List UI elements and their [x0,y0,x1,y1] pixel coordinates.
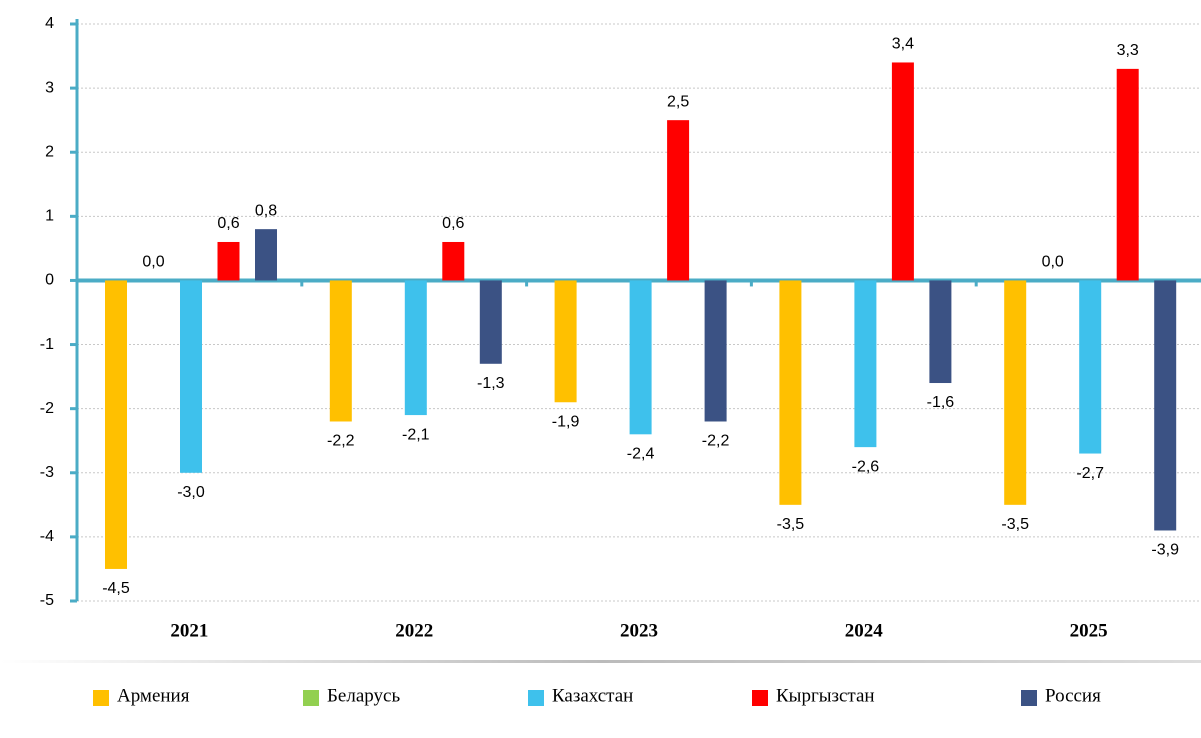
bar [1116,68,1139,281]
y-tick-label: 4 [45,15,54,32]
data-label: -4,5 [102,580,130,597]
data-label: -1,9 [552,413,580,430]
legend-swatch [1021,690,1037,706]
bar [779,280,802,505]
legend-label: Казахстан [552,685,633,706]
y-tick-label: 2 [45,143,54,160]
legend-swatch [752,690,768,706]
legend-label: Армения [117,685,190,706]
data-label: -2,2 [327,433,355,450]
y-tick-label: 3 [45,79,54,96]
bar [629,280,652,435]
y-tick-label: 1 [45,208,54,225]
data-label: 3,3 [1117,42,1139,59]
data-label: 0,0 [142,254,164,271]
y-tick-label: -1 [40,336,54,353]
bar [554,280,577,403]
data-label: 0,8 [255,202,277,219]
legend-swatch [303,690,319,706]
data-label: -1,6 [927,394,955,411]
data-label: -2,7 [1076,465,1104,482]
data-label: -3,9 [1151,542,1179,559]
bar [255,229,277,281]
bar [667,120,690,281]
y-tick-label: -4 [40,528,54,545]
y-tick-label: 0 [45,272,54,289]
data-label: -2,6 [852,458,880,475]
data-label: -1,3 [477,375,505,392]
y-tick-label: -3 [40,464,54,481]
legend-swatch [93,690,109,706]
bar [1004,280,1027,505]
bar [180,280,202,473]
data-label: 3,4 [892,36,914,53]
data-label: 0,0 [1042,254,1064,271]
x-tick-label: 2024 [845,620,884,641]
bar [1079,280,1102,454]
bar [217,241,240,281]
data-label: -2,1 [402,426,430,443]
bar [891,62,914,281]
bar [854,280,877,448]
bar [329,280,352,422]
data-label: -2,2 [702,433,730,450]
separator [0,660,1201,663]
bar [1154,280,1177,531]
y-tick-label: -5 [40,592,54,609]
data-label: 0,6 [442,215,464,232]
bar [479,280,502,364]
bar [442,241,465,281]
y-tick-label: -2 [40,400,54,417]
legend-swatch [528,690,544,706]
data-label: -3,0 [177,484,205,501]
x-tick-label: 2025 [1070,620,1108,641]
data-label: 0,6 [217,215,239,232]
x-tick-label: 2023 [620,620,658,641]
data-label: -2,4 [627,446,655,463]
legend-label: Россия [1045,685,1101,706]
data-label: 2,5 [667,93,689,110]
bar [704,280,727,422]
x-tick-label: 2021 [170,620,208,641]
x-tick-label: 2022 [395,620,433,641]
bar [105,280,127,569]
legend-label: Беларусь [327,685,400,706]
data-label: -3,5 [777,516,805,533]
legend-label: Кыргызстан [776,685,875,706]
bar [929,280,952,384]
bar [404,280,427,416]
data-label: -3,5 [1001,516,1029,533]
